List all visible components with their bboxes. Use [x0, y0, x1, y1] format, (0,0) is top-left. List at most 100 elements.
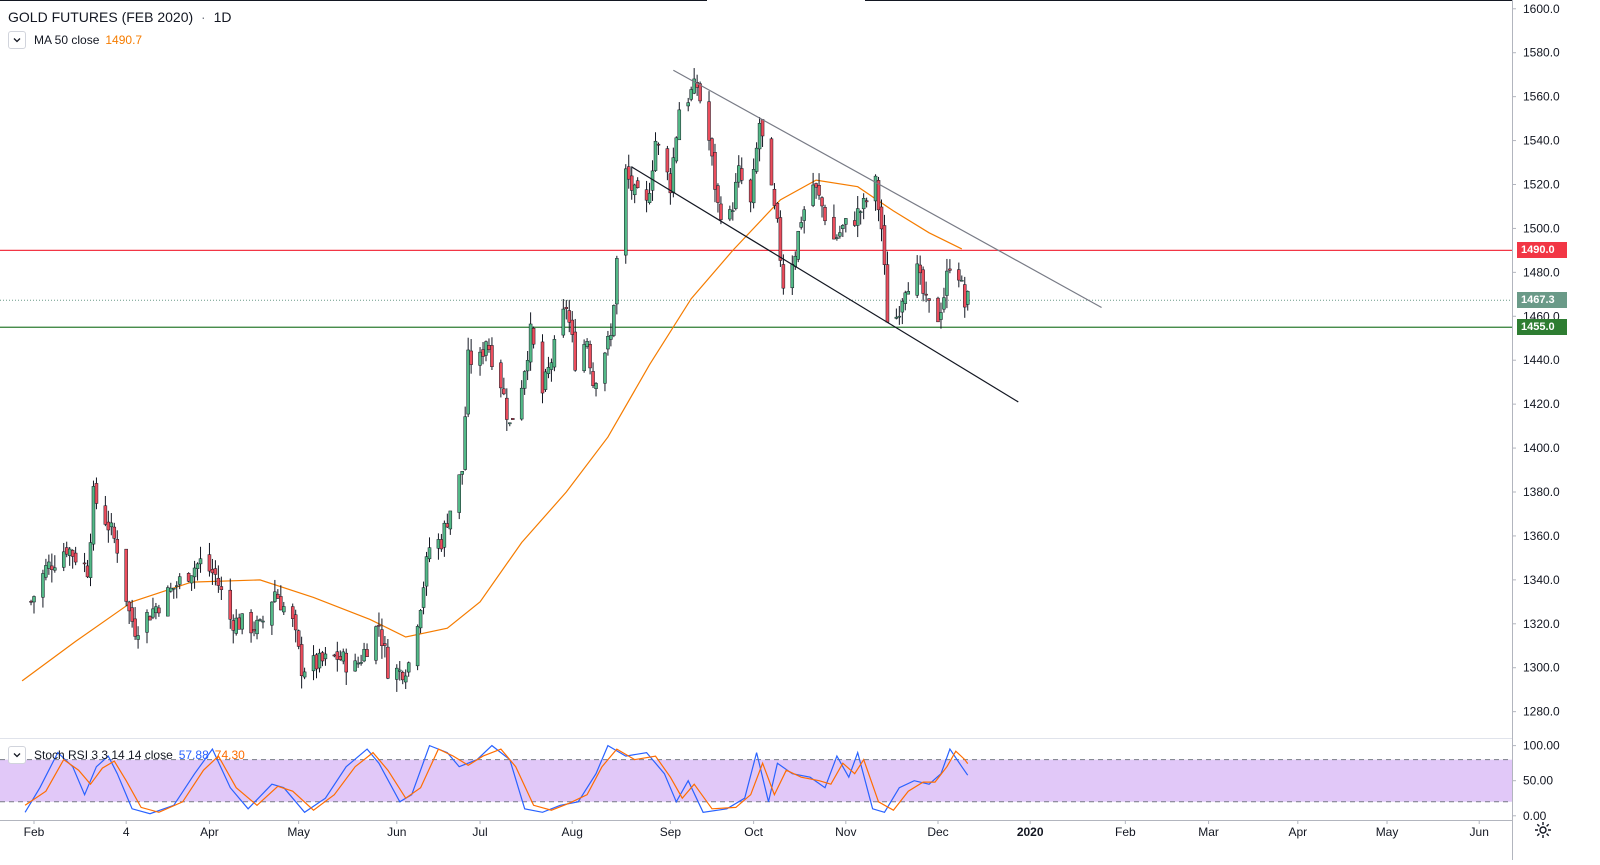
- candle-down: [820, 196, 824, 218]
- candle-body: [174, 585, 179, 587]
- candle-up: [166, 585, 170, 617]
- price-axis-label: 1560.0: [1523, 90, 1560, 104]
- price-axis-label: 1320.0: [1523, 617, 1560, 631]
- price-axis-label: 1500.0: [1523, 221, 1560, 235]
- candle-down: [502, 377, 506, 396]
- candle-body: [130, 607, 134, 622]
- price-axis-label: 1280.0: [1523, 705, 1560, 719]
- candle-down: [832, 204, 836, 240]
- candle-down: [823, 204, 827, 226]
- candle-up: [728, 205, 732, 222]
- candle-up: [894, 308, 899, 320]
- candle-body: [957, 269, 961, 281]
- candle-body: [903, 292, 908, 304]
- chevron-down-icon: [13, 38, 21, 43]
- candle-up: [88, 533, 93, 587]
- time-axis-label: Jul: [472, 825, 487, 839]
- candle-down: [124, 548, 128, 607]
- candle-body: [44, 565, 48, 578]
- upper-trendline[interactable]: [673, 69, 1102, 309]
- candle-body: [965, 291, 970, 305]
- candle-down: [775, 202, 780, 223]
- price-axis-label: 1440.0: [1523, 353, 1560, 367]
- stoch-legend-collapse-button[interactable]: [8, 746, 26, 764]
- candle-body: [463, 416, 467, 470]
- candle-body: [133, 618, 137, 637]
- candle-body: [314, 654, 319, 670]
- candle-body: [942, 297, 946, 310]
- candle-body: [332, 654, 337, 657]
- candle-down: [186, 572, 191, 583]
- candle-body: [276, 593, 280, 599]
- time-axis-label: Oct: [744, 825, 763, 839]
- candle-body: [148, 616, 152, 621]
- candle-up: [674, 136, 679, 164]
- settings-gear-icon[interactable]: [1533, 820, 1553, 840]
- candle-body: [353, 660, 357, 672]
- candle-body: [543, 371, 548, 390]
- candle-body: [216, 577, 221, 586]
- candle-down: [936, 296, 940, 323]
- stoch-legend-k-value: 57.88: [178, 748, 209, 762]
- candle-body: [811, 184, 815, 206]
- trendlines-layer: [631, 69, 1102, 403]
- candle-down: [499, 359, 503, 398]
- candle-body: [505, 397, 509, 420]
- candle-body: [861, 198, 866, 210]
- candle-down: [73, 546, 78, 566]
- candle-down: [924, 281, 928, 303]
- candle-up: [174, 581, 179, 599]
- stoch-axis-label: 50.00: [1523, 774, 1553, 788]
- candle-down: [879, 199, 884, 242]
- time-axis-label: May: [287, 825, 310, 839]
- candle-body: [852, 220, 857, 226]
- candle-body: [234, 617, 238, 634]
- candle-body: [844, 218, 848, 225]
- candle-body: [124, 548, 128, 602]
- candle-down: [772, 183, 777, 210]
- candle-body: [32, 596, 36, 603]
- symbol-name[interactable]: GOLD FUTURES (FEB 2020): [8, 9, 194, 25]
- candle-up: [624, 164, 628, 264]
- candle-body: [338, 655, 343, 660]
- candle-body: [270, 601, 274, 626]
- candle-body: [635, 180, 640, 188]
- candle-down: [817, 173, 821, 200]
- candle-body: [769, 138, 774, 186]
- candle-down: [626, 154, 631, 189]
- candle-body: [686, 102, 690, 107]
- candle-body: [252, 629, 256, 632]
- time-axis-label: 4: [123, 825, 130, 839]
- candle-body: [70, 550, 75, 557]
- last-price-tag: 1467.3: [1517, 292, 1567, 309]
- candle-up: [546, 356, 551, 379]
- candle-body: [192, 567, 197, 578]
- candle-body: [629, 175, 634, 191]
- candle-up: [582, 339, 586, 373]
- candle-up: [897, 306, 902, 325]
- candle-down: [573, 318, 577, 372]
- candle-body: [478, 351, 482, 366]
- candle-up: [751, 158, 756, 209]
- candle-up: [44, 558, 48, 581]
- ma-legend-value: 1490.7: [105, 33, 143, 47]
- candle-body: [918, 264, 922, 274]
- time-axis-label: Jun: [1470, 825, 1489, 839]
- candle-body: [481, 349, 485, 357]
- ma-legend-collapse-button[interactable]: [8, 31, 26, 49]
- candle-body: [383, 643, 387, 646]
- axes: 1280.0 1300.0 1320.0 1340.0 1360.0 1380.0 1400…: [1512, 2, 1560, 719]
- candle-up: [543, 368, 548, 392]
- candle-body: [258, 619, 262, 621]
- candle-up: [686, 97, 690, 112]
- candle-body: [924, 293, 928, 296]
- interval-label[interactable]: 1D: [213, 9, 232, 25]
- candle-down: [293, 609, 298, 643]
- candle-body: [335, 651, 340, 660]
- lower-trendline[interactable]: [631, 166, 1019, 403]
- candle-body: [424, 556, 429, 587]
- time-axis-label: Nov: [835, 825, 856, 839]
- candle-body: [210, 569, 215, 574]
